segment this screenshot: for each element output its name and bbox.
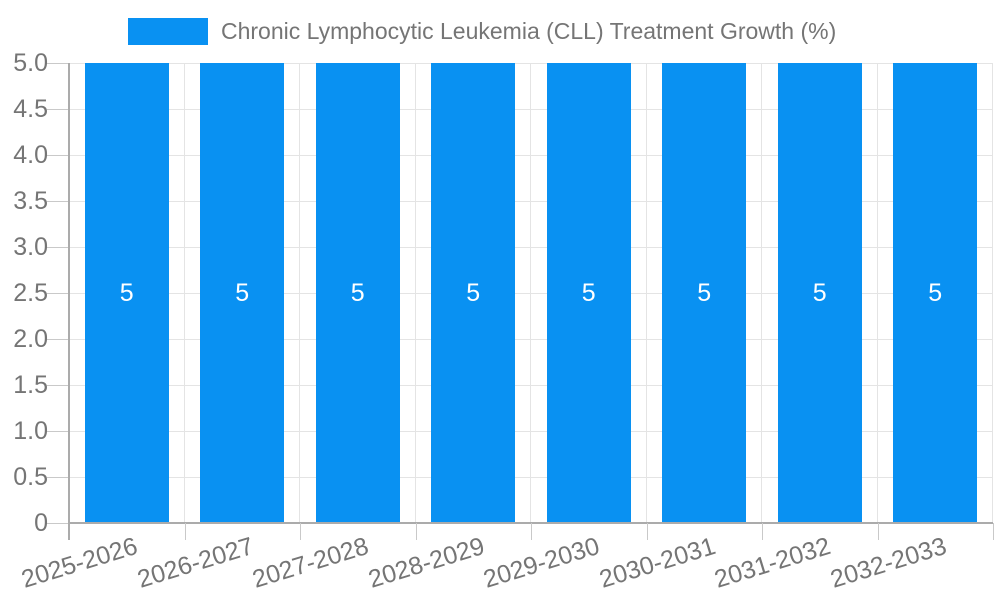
- h-gridline: [69, 201, 993, 202]
- x-tick-mark: [762, 523, 763, 540]
- x-tick-label-2032-2033: 2032-2033: [826, 532, 950, 594]
- y-tick-label: 2.0: [13, 325, 48, 353]
- plot-area: 5 5 5 5 5 5 5 5: [69, 63, 993, 523]
- x-tick-label-2029-2030: 2029-2030: [480, 532, 603, 594]
- legend-color-swatch: [128, 18, 208, 45]
- x-tick-mark: [877, 523, 879, 540]
- h-gridline: [69, 431, 993, 432]
- h-gridline: [69, 109, 993, 110]
- y-tick-mark: [47, 431, 69, 432]
- bar-2026-2027[interactable]: 5: [200, 63, 285, 523]
- y-tick-label: 5.0: [13, 49, 48, 77]
- bar-2030-2031[interactable]: 5: [662, 63, 747, 523]
- legend-label: Chronic Lymphocytic Leukemia (CLL) Treat…: [221, 18, 837, 44]
- x-tick-label-2027-2028: 2027-2028: [249, 532, 372, 594]
- y-tick-mark: [47, 477, 69, 478]
- y-tick-mark: [47, 109, 69, 110]
- bar-2031-2032[interactable]: 5: [777, 63, 862, 523]
- h-gridline: [69, 477, 993, 478]
- bar-value-label: 5: [119, 278, 134, 307]
- x-tick-label-2026-2027: 2026-2027: [133, 532, 257, 594]
- y-tick-label: 1.0: [13, 417, 48, 445]
- y-tick-mark: [47, 155, 69, 156]
- x-tick-label-2030-2031: 2030-2031: [595, 532, 719, 594]
- bar-value-label: 5: [466, 278, 481, 307]
- h-gridline: [69, 63, 993, 64]
- bar-value-label: 5: [581, 278, 596, 307]
- v-gridline: [645, 63, 647, 523]
- legend-item[interactable]: Chronic Lymphocytic Leukemia (CLL) Treat…: [128, 18, 836, 45]
- x-tick-mark: [184, 523, 186, 540]
- v-gridline: [992, 63, 993, 523]
- x-tick-label-2031-2032: 2031-2032: [711, 532, 834, 594]
- bar-2032-2033[interactable]: 5: [893, 63, 978, 523]
- h-gridline: [69, 247, 993, 248]
- v-gridline: [414, 63, 416, 523]
- h-gridline: [69, 293, 993, 294]
- y-tick-mark: [47, 339, 69, 340]
- y-tick-label: 0.5: [13, 463, 48, 491]
- y-tick-label: 4.5: [13, 95, 48, 123]
- v-gridline: [876, 63, 878, 523]
- y-tick-label: 3.0: [13, 233, 48, 261]
- y-axis-line: [68, 63, 70, 540]
- x-tick-mark: [993, 523, 994, 540]
- v-gridline: [761, 63, 762, 523]
- h-gridline: [69, 385, 993, 386]
- y-tick-mark: [47, 523, 69, 524]
- h-gridline: [69, 155, 993, 156]
- bar-2028-2029[interactable]: 5: [431, 63, 516, 523]
- h-gridline: [69, 339, 993, 340]
- bar-2029-2030[interactable]: 5: [546, 63, 631, 523]
- y-tick-label: 3.5: [13, 187, 48, 215]
- y-tick-label: 4.0: [13, 141, 48, 169]
- bar-value-label: 5: [812, 278, 827, 307]
- x-tick-label-2025-2026: 2025-2026: [18, 532, 141, 594]
- y-tick-label: 1.5: [13, 371, 48, 399]
- y-tick-label: 2.5: [13, 279, 48, 307]
- v-gridline: [183, 63, 185, 523]
- y-tick-mark: [47, 63, 69, 64]
- x-tick-mark: [646, 523, 648, 540]
- x-tick-mark: [300, 523, 301, 540]
- y-tick-mark: [47, 201, 69, 202]
- v-gridline: [299, 63, 300, 523]
- y-tick-mark: [47, 247, 69, 248]
- y-tick-mark: [47, 385, 69, 386]
- x-tick-label-2028-2029: 2028-2029: [364, 532, 488, 594]
- bar-value-label: 5: [350, 278, 365, 307]
- y-tick-mark: [47, 293, 69, 294]
- v-gridline: [530, 63, 531, 523]
- bar-value-label: 5: [697, 278, 712, 307]
- y-tick-label: 0: [34, 509, 48, 537]
- bar-2025-2026[interactable]: 5: [84, 63, 169, 523]
- x-tick-mark: [531, 523, 532, 540]
- x-tick-mark: [415, 523, 417, 540]
- bar-2027-2028[interactable]: 5: [315, 63, 400, 523]
- bar-value-label: 5: [235, 278, 250, 307]
- bar-value-label: 5: [928, 278, 943, 307]
